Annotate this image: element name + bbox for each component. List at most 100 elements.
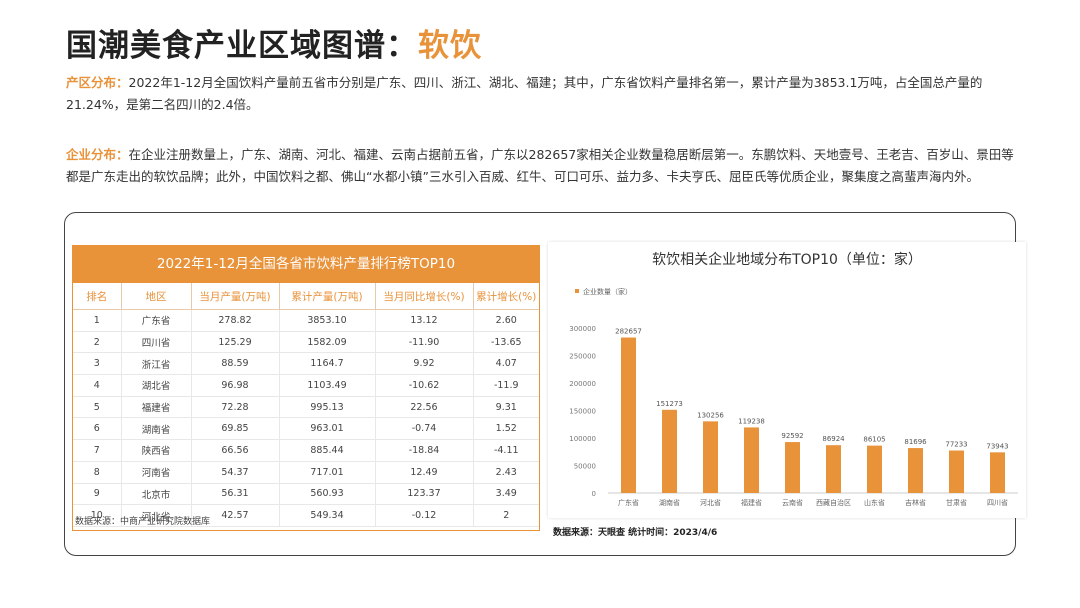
y-tick-label: 50000: [574, 463, 596, 471]
table-header-cell: 当月产量(万吨): [191, 283, 280, 310]
table-row: 10 河北省 42.57 549.34 -0.12 2: [73, 504, 539, 527]
y-tick-label: 250000: [569, 353, 596, 361]
table-cell: -11.9: [473, 374, 539, 397]
table-cell: 56.31: [191, 483, 280, 506]
table-cell: 72.28: [191, 396, 280, 419]
table-cell: 2: [473, 504, 539, 527]
x-tick-label: 湖南省: [659, 498, 680, 507]
table-cell: 54.37: [191, 461, 280, 484]
table-cell: 69.85: [191, 417, 280, 441]
table-cell: 963.01: [279, 417, 376, 441]
table-cell: 2.43: [473, 461, 539, 484]
x-tick-label: 山东省: [864, 498, 885, 507]
bar-data-label: 81696: [904, 438, 927, 446]
page-title: 国潮美食产业区域图谱：软饮: [66, 20, 482, 65]
table-header-row: 排名 地区 当月产量(万吨) 累计产量(万吨) 当月同比增长(%) 累计增长(%): [73, 283, 539, 310]
y-tick-label: 100000: [569, 435, 596, 443]
table-cell: 4.07: [473, 352, 539, 376]
bar: [949, 450, 964, 493]
table-cell: 66.56: [191, 439, 280, 462]
table-cell: 96.98: [191, 374, 280, 397]
table-cell: 3.49: [473, 483, 539, 506]
table-cell: -13.65: [473, 331, 539, 354]
table-cell: 560.93: [279, 483, 376, 506]
table-row: 4 湖北省 96.98 1103.49 -10.62 -11.9: [73, 374, 539, 397]
bar: [621, 337, 636, 493]
bar-data-label: 86924: [822, 435, 845, 443]
table-header-cell: 累计增长(%): [473, 283, 539, 310]
table-cell: -18.84: [375, 439, 474, 462]
table-cell: 995.13: [279, 396, 376, 419]
bar: [867, 445, 882, 493]
bar-data-label: 77233: [945, 441, 967, 449]
x-tick-label: 甘肃省: [946, 498, 967, 507]
table-cell: 3853.10: [279, 309, 376, 332]
table-title: 2022年1-12月全国各省市饮料产量排行榜TOP10: [73, 246, 539, 283]
table-cell: -4.11: [473, 439, 539, 462]
table-cell: 3: [73, 352, 122, 376]
table-cell: 5: [73, 396, 122, 419]
table-cell: 1103.49: [279, 374, 376, 397]
table-cell: 陕西省: [121, 439, 192, 462]
production-ranking-table: 排名 地区 当月产量(万吨) 累计产量(万吨) 当月同比增长(%) 累计增长(%) 1 广东…: [73, 283, 539, 527]
table-source: 数据来源：中商产业研究院数据库: [75, 517, 211, 527]
table-cell: 9.92: [375, 352, 474, 376]
table-cell: 9.31: [473, 396, 539, 419]
table-row: 1 广东省 278.82 3853.10 13.12 2.60: [73, 309, 539, 332]
bar-data-label: 86105: [863, 436, 885, 444]
table-cell: 四川省: [121, 331, 192, 354]
enterprise-bar-chart: 软饮相关企业地域分布TOP10（单位：家） 企业数量（家） 0 50000 100000…: [569, 251, 1018, 507]
x-tick-label: 吉林省: [905, 498, 926, 507]
bar-data-label: 282657: [615, 328, 642, 336]
table-cell: 2.60: [473, 309, 539, 332]
bar-data-label: 73943: [986, 442, 1008, 450]
bar: [744, 427, 759, 493]
table-body: 1 广东省 278.82 3853.10 13.12 2.60 2 四川省 125.29 1582…: [73, 309, 539, 527]
y-tick-label: 150000: [569, 408, 596, 416]
table-row: 2 四川省 125.29 1582.09 -11.90 -13.65: [73, 331, 539, 354]
table-cell: 7: [73, 439, 122, 462]
enterprise-text: 在企业注册数量上，广东、湖南、河北、福建、云南占据前五省，广东以282657家相…: [66, 147, 1014, 184]
table-cell: 42.57: [191, 504, 280, 527]
table-cell: 6: [73, 417, 122, 441]
table-header-cell: 当月同比增长(%): [375, 283, 474, 310]
table-cell: 1.52: [473, 417, 539, 441]
table-cell: 4: [73, 374, 122, 397]
chart-source: 数据来源：天眼查 统计时间：2023/4/6: [553, 528, 718, 538]
table-row: 7 陕西省 66.56 885.44 -18.84 -4.11: [73, 439, 539, 462]
table-cell: 885.44: [279, 439, 376, 462]
table-header-cell: 地区: [121, 283, 192, 310]
title-accent: 软饮: [418, 28, 482, 64]
production-ranking-table-card: 2022年1-12月全国各省市饮料产量排行榜TOP10 排名 地区 当月产量(万吨)…: [72, 245, 540, 531]
region-text: 2022年1-12月全国饮料产量前五省市分别是广东、四川、浙江、湖北、福建；其中…: [66, 75, 983, 112]
table-cell: 88.59: [191, 352, 280, 376]
bar: [785, 442, 800, 493]
table-cell: 1164.7: [279, 352, 376, 376]
table-cell: 2: [73, 331, 122, 354]
table-cell: 河南省: [121, 461, 192, 484]
table-header-cell: 累计产量(万吨): [279, 283, 376, 310]
y-tick-label: 200000: [569, 380, 596, 388]
table-row: 9 北京市 56.31 560.93 123.37 3.49: [73, 483, 539, 506]
x-tick-label: 西藏自治区: [816, 498, 851, 507]
table-cell: 22.56: [375, 396, 474, 419]
y-tick-label: 0: [592, 490, 596, 498]
bar: [703, 421, 718, 493]
bar-data-label: 130256: [697, 411, 724, 419]
table-cell: 13.12: [375, 309, 474, 332]
chart-title: 软饮相关企业地域分布TOP10（单位：家）: [652, 251, 922, 268]
table-cell: 10: [73, 504, 122, 527]
region-label: 产区分布：: [66, 75, 129, 90]
enterprise-paragraph: 企业分布：在企业注册数量上，广东、湖南、河北、福建、云南占据前五省，广东以282…: [66, 144, 1022, 188]
table-cell: 北京市: [121, 483, 192, 506]
table-row: 5 福建省 72.28 995.13 22.56 9.31: [73, 396, 539, 419]
legend-swatch: [575, 289, 579, 293]
region-paragraph: 产区分布：2022年1-12月全国饮料产量前五省市分别是广东、四川、浙江、湖北、…: [66, 72, 1022, 116]
table-row: 6 湖南省 69.85 963.01 -0.74 1.52: [73, 417, 539, 441]
x-tick-label: 广东省: [618, 498, 639, 507]
table-cell: 123.37: [375, 483, 474, 506]
table-cell: 125.29: [191, 331, 280, 354]
legend-label: 企业数量（家）: [583, 287, 632, 296]
x-tick-label: 河北省: [700, 498, 721, 507]
table-header-cell: 排名: [73, 283, 122, 310]
